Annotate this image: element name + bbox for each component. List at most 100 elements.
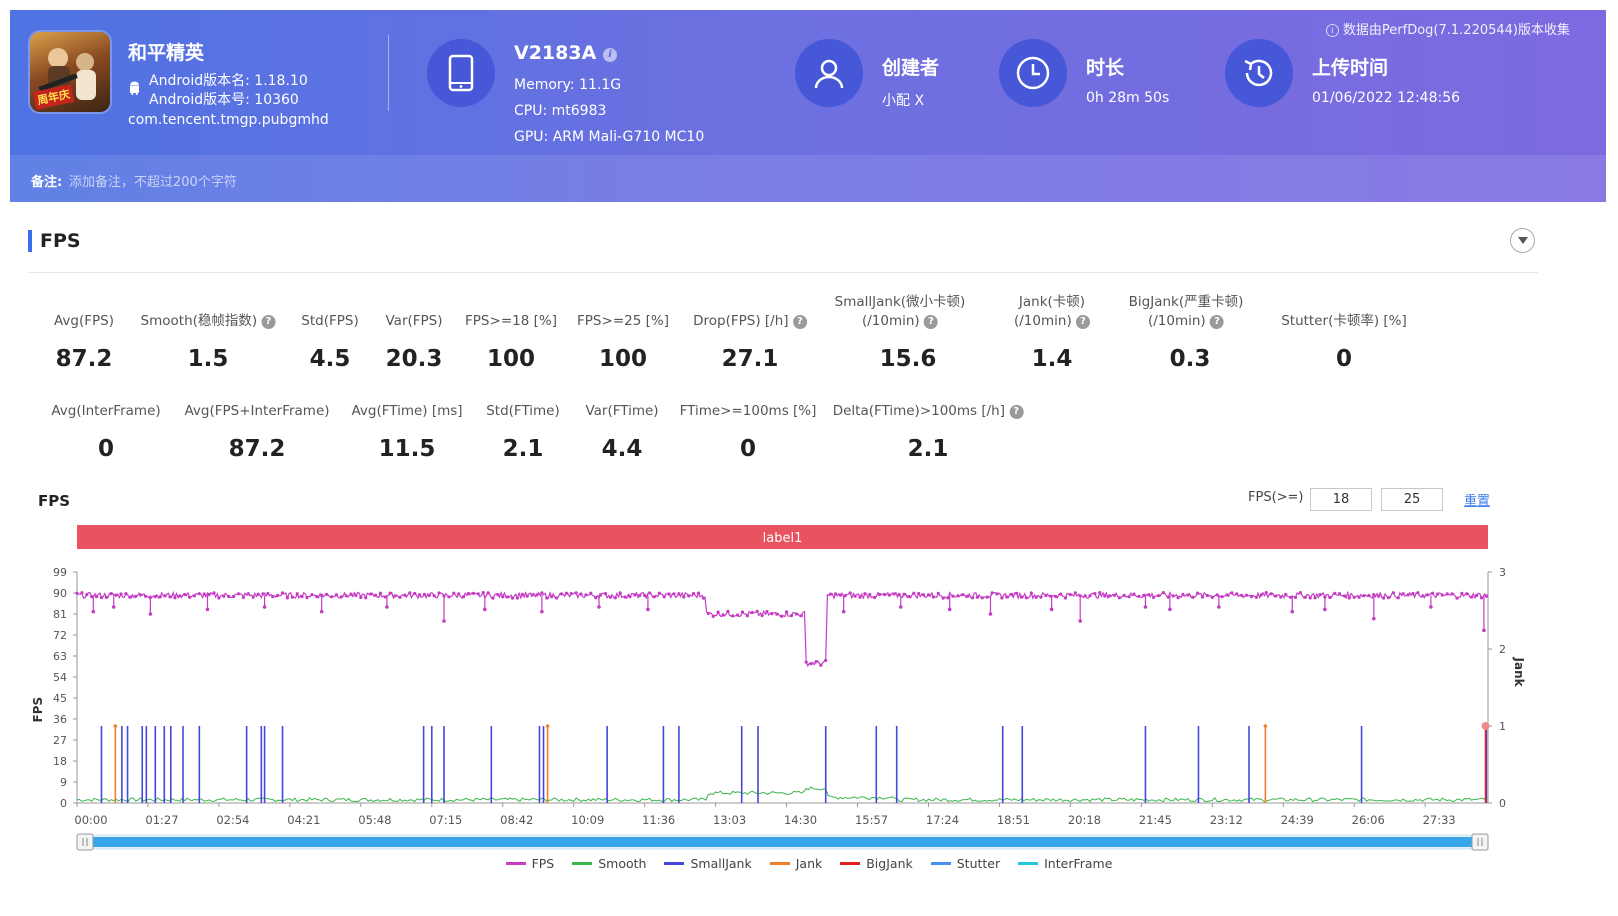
fps-point [1318,593,1322,597]
y-right-tick-label: 1 [1499,720,1506,733]
fps-point [80,591,84,595]
metric-value: 1.4 [1031,346,1073,372]
fps-dip-point [898,605,903,609]
creator-title: 创建者 [882,57,940,79]
legend-item-fps[interactable]: FPS [505,856,554,871]
fps-point [912,591,916,595]
threshold-input-2[interactable]: 25 [1381,488,1443,511]
fps-point [364,596,368,600]
fps-point [1093,592,1097,596]
fps-point [192,594,196,598]
help-icon[interactable]: ? [261,315,276,329]
fps-point [1019,595,1024,599]
fps-dip-point [1429,605,1433,609]
help-icon[interactable]: ? [1210,315,1224,329]
fps-point [1171,594,1175,598]
fps-point [667,592,671,596]
fps-point [755,609,759,614]
fps-point [569,592,573,596]
legend-item-bigjank[interactable]: BigJank [840,856,913,871]
fps-point [222,594,226,598]
legend-item-interframe[interactable]: InterFrame [1018,856,1112,871]
fps-point [1166,595,1170,599]
fps-point [1391,591,1395,595]
fps-point [564,591,569,595]
fps-point [246,592,250,596]
legend-swatch [1018,859,1039,868]
help-icon[interactable]: ? [792,315,807,329]
fps-point [990,591,994,595]
help-icon[interactable]: ? [1009,405,1024,419]
info-icon[interactable]: i [602,48,617,62]
fps-point [153,595,157,599]
fps-dip-point [988,612,993,616]
legend-item-smalljank[interactable]: SmallJank [664,856,752,871]
upload-title: 上传时间 [1312,57,1389,79]
y-tick-label: 63 [53,650,67,663]
fps-dip-point [1323,607,1327,612]
fps-point [486,591,490,595]
fps-dip-point [148,612,153,616]
metric-label: Delta(FTime)>100ms [/h] ? [833,402,1024,421]
fps-point [373,593,378,597]
legend-item-jank[interactable]: Jank [769,856,822,871]
fps-point [1240,593,1244,598]
help-icon[interactable]: ? [924,315,938,329]
fps-point [114,593,118,597]
fps-point [378,591,382,595]
fps-point [510,596,515,600]
zoom-handle-left[interactable] [76,833,94,851]
zoom-handle-right[interactable] [1471,833,1489,851]
notes-input[interactable]: 添加备注，不超过200个字符 [69,175,237,190]
metric-value: 11.5 [378,436,436,462]
fps-point [672,592,676,596]
fps-point [256,592,260,596]
fps-point [731,614,735,618]
fps-point [931,595,936,599]
y-tick-label: 45 [53,692,67,705]
fps-point [1005,595,1009,599]
fps-point [1108,594,1112,598]
x-tick-label: 24:39 [1281,813,1314,827]
threshold-label: FPS(>=) [1248,490,1304,505]
fps-point [178,594,182,598]
metric-value: 2.1 [502,436,544,462]
fps-point [452,591,456,595]
fps-point [897,592,901,597]
fps-point [241,595,245,600]
fps-point [1024,596,1028,600]
legend-item-smooth[interactable]: Smooth [572,856,646,871]
collapse-button[interactable] [1510,228,1535,253]
fps-dip-point [442,619,446,623]
section-accent-bar [28,230,32,252]
fps-point [716,610,720,614]
fps-point [329,595,334,599]
fps-point [638,593,642,598]
fps-point [1132,592,1136,596]
metric-value: 87.2 [55,346,113,372]
legend-label: Smooth [598,856,647,871]
threshold-input-1[interactable]: 18 [1310,488,1372,511]
creator-value: 小配 X [882,93,925,109]
y-tick-label: 54 [53,671,67,684]
fps-point [1152,595,1156,600]
legend-item-stutter[interactable]: Stutter [930,856,1000,871]
fps-point [1044,594,1048,598]
fps-point [300,594,304,599]
help-icon[interactable]: ? [1076,315,1091,329]
fps-point [970,596,975,600]
fps-point [574,591,578,595]
fps-point [1200,595,1205,599]
fps-point [1176,596,1180,600]
fps-dip-point [1290,609,1295,614]
metric-value: 87.2 [228,436,286,462]
jank-marker [545,724,550,728]
fps-point [520,592,524,597]
legend-label: InterFrame [1044,856,1113,871]
x-tick-label: 07:15 [429,813,462,827]
fps-point [1088,594,1092,598]
metric-label-text: Smooth(稳帧指数) [140,313,258,329]
fps-point [481,591,485,595]
reset-link[interactable]: 重置 [1464,494,1491,509]
duration-value: 0h 28m 50s [1086,90,1170,106]
